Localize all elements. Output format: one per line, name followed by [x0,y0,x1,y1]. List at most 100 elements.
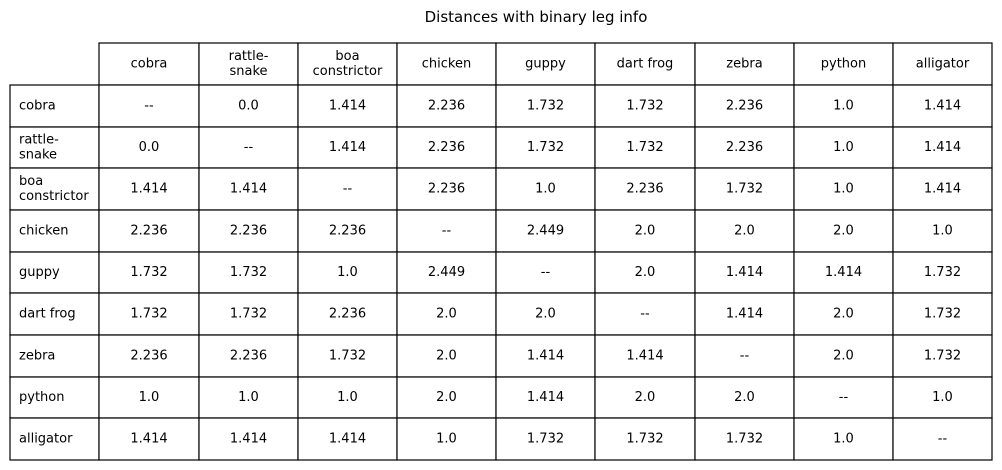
cell-value: 1.732 [230,265,267,280]
cell-value: 2.236 [626,182,663,197]
table-cell [297,167,398,211]
table-cell [793,209,894,253]
table-cell [594,84,696,128]
cell-value: -- [244,140,254,155]
table-cell [793,126,894,169]
cell-value: 1.732 [130,307,167,322]
cell-value: 2.0 [734,390,755,405]
column-header-cell [495,42,596,86]
table-cell [694,334,795,378]
table-cell [793,292,894,336]
cell-value: 2.236 [428,99,465,114]
cell-value: 2.236 [726,140,763,155]
row-header-label: zebra [19,349,55,364]
row-header-label: cobra [19,99,56,114]
cell-value: -- [144,99,154,114]
table-cell [297,376,398,419]
cell-value: 1.414 [130,182,167,197]
cell-value: 1.732 [527,432,564,447]
cell-value: 2.236 [130,349,167,364]
table-cell [297,84,398,128]
cell-value: -- [541,265,551,280]
cell-value: 1.0 [139,390,160,405]
cell-value: 2.0 [535,307,556,322]
table-cell [495,126,596,169]
cell-value: -- [343,182,353,197]
cell-value: 1.414 [626,349,663,364]
cell-value: 2.236 [329,307,366,322]
cell-value: 1.0 [932,224,953,239]
cell-value: 1.732 [130,265,167,280]
row-header-label: dart frog [19,307,76,322]
table-cell [694,209,795,253]
table-cell [198,251,299,294]
cell-value: 2.236 [230,349,267,364]
cell-value: 2.0 [833,224,854,239]
table-cell [694,84,795,128]
cell-value: 1.732 [924,307,961,322]
table-cell [892,167,993,211]
cell-value: 1.0 [833,99,854,114]
cell-value: 2.0 [833,349,854,364]
chart-title: Distances with binary leg info [424,8,648,26]
cell-value: 1.0 [337,390,358,405]
table-cell [396,417,497,461]
table-cell [396,209,497,253]
table-cell [892,251,993,294]
cell-value: 1.414 [924,182,961,197]
cell-value: 1.0 [436,432,457,447]
row-header-cell [9,167,100,211]
table-cell [694,417,795,461]
cell-value: 2.0 [436,349,457,364]
table-cell [793,417,894,461]
table-cell [892,126,993,169]
row-header-cell [9,209,100,253]
cell-value: 1.414 [527,349,564,364]
cell-value: 1.414 [329,99,366,114]
column-header-label: cobra [131,57,168,72]
cell-value: 1.732 [329,349,366,364]
table-cell [892,376,993,419]
cell-value: -- [740,349,750,364]
cell-value: 1.414 [825,265,862,280]
table-cell [892,84,993,128]
cell-value: 2.449 [527,224,564,239]
table-cell [98,292,200,336]
cell-value: 2.0 [635,224,656,239]
cell-value: 2.449 [428,265,465,280]
table-cell [793,251,894,294]
table-cell [793,84,894,128]
table-cell [495,84,596,128]
cell-value: 2.0 [635,265,656,280]
table-cell [594,167,696,211]
cell-value: 2.236 [428,140,465,155]
table-cell [98,84,200,128]
column-header-label: alligator [916,57,970,72]
cell-value: 2.0 [436,307,457,322]
row-header-label: guppy [19,265,60,280]
row-header-cell [9,417,100,461]
cell-value: 1.0 [337,265,358,280]
cell-value: 1.0 [535,182,556,197]
table-cell [594,292,696,336]
cell-value: 0.0 [139,140,160,155]
cell-value: 1.732 [924,349,961,364]
column-header-cell [694,42,795,86]
cell-value: 2.236 [428,182,465,197]
cell-value: -- [640,307,650,322]
table-cell [892,334,993,378]
cell-value: 2.0 [635,390,656,405]
cell-value: 1.414 [130,432,167,447]
cell-value: 1.732 [726,182,763,197]
cell-value: 1.414 [230,182,267,197]
table-cell [396,167,497,211]
row-header-cell [9,292,100,336]
cell-value: 2.236 [130,224,167,239]
cell-value: 1.0 [932,390,953,405]
cell-value: 2.236 [230,224,267,239]
cell-value: 1.414 [329,432,366,447]
table-cell [198,417,299,461]
cell-value: 1.732 [726,432,763,447]
column-header-label: python [821,57,866,72]
table-cell [594,251,696,294]
